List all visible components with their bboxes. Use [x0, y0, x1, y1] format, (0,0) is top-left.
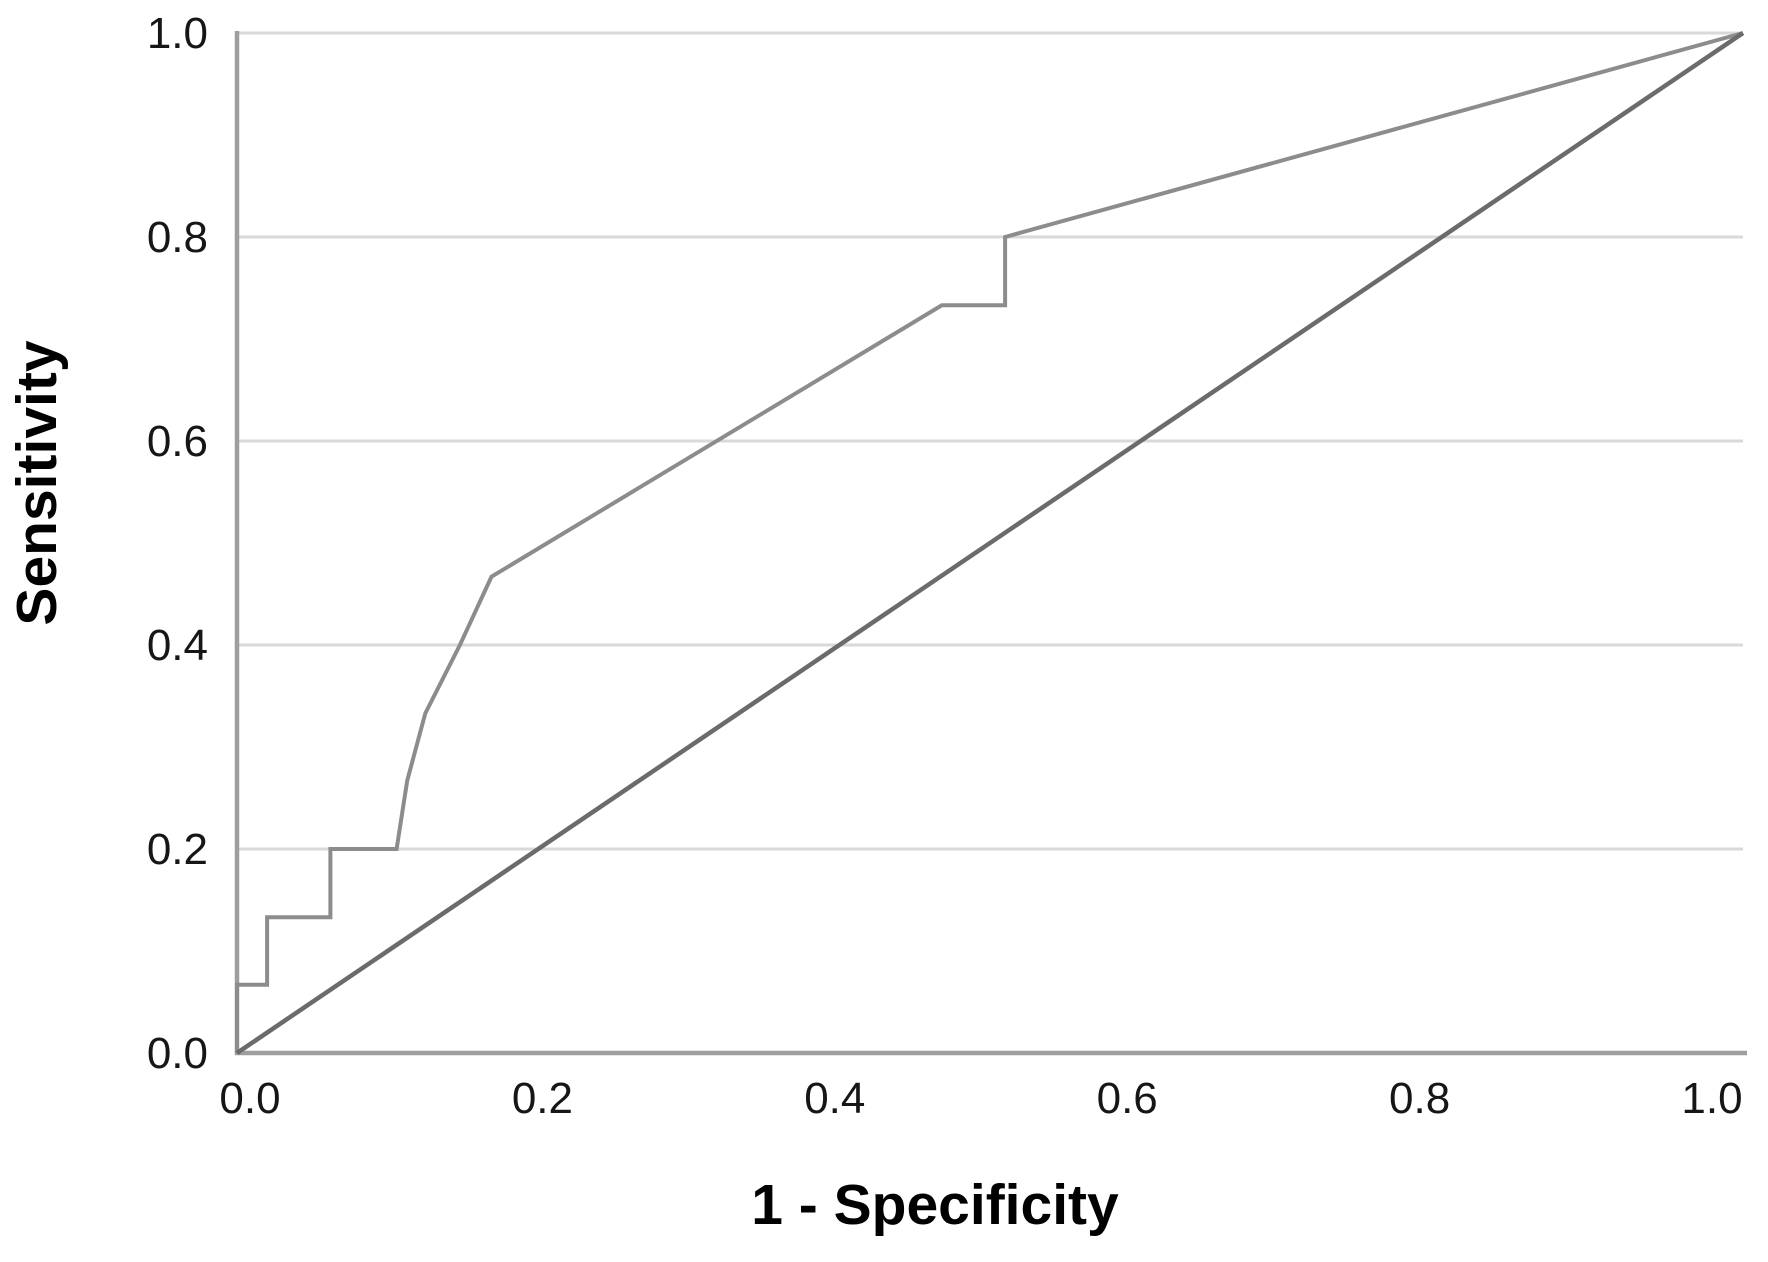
x-tick-label: 0.4: [804, 1074, 865, 1123]
y-tick-label: 0.6: [147, 417, 208, 466]
y-tick-label: 0.0: [147, 1029, 208, 1078]
y-tick-label: 0.2: [147, 825, 208, 874]
x-tick-label: 0.0: [219, 1074, 280, 1123]
y-tick-label: 1.0: [147, 9, 208, 58]
y-tick-label: 0.4: [147, 621, 208, 670]
x-tick-label: 1.0: [1681, 1074, 1742, 1123]
x-tick-label: 0.2: [512, 1074, 573, 1123]
x-tick-label: 0.6: [1097, 1074, 1158, 1123]
x-axis-title: 1 - Specificity: [751, 1173, 1119, 1237]
y-axis-title: Sensitivity: [5, 340, 69, 626]
y-tick-label: 0.8: [147, 213, 208, 262]
roc-curve-line: [235, 31, 1744, 1053]
x-tick-label: 0.8: [1389, 1074, 1450, 1123]
reference-diagonal-line: [235, 31, 1745, 1055]
